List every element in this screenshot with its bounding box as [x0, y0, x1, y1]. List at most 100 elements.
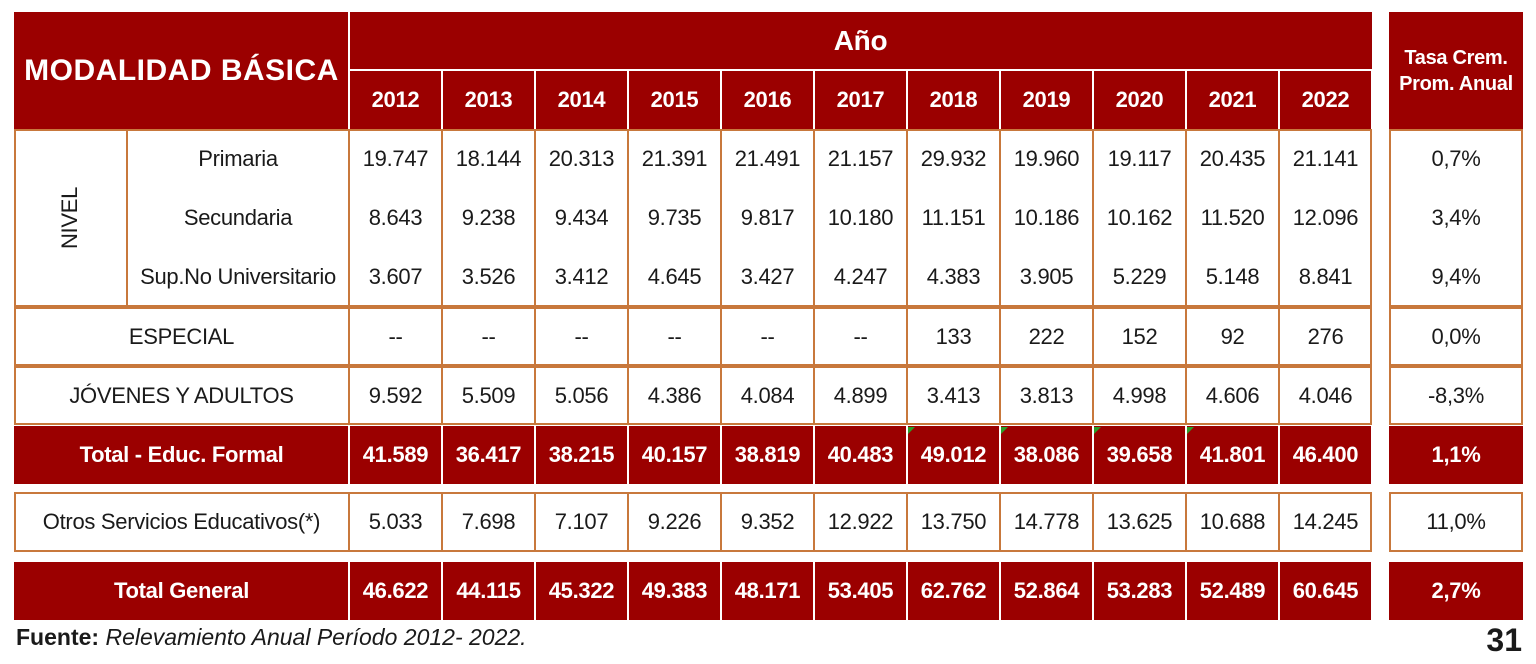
- cell-especial-2016: --: [760, 323, 775, 349]
- column-separator: [906, 129, 908, 307]
- header-col-divider: [348, 12, 350, 129]
- growth-rate-frame-otros: [1389, 492, 1523, 552]
- column-separator: [813, 129, 815, 307]
- total-col-divider: [627, 562, 629, 620]
- total-col-divider: [1185, 426, 1187, 484]
- column-separator: [1092, 492, 1094, 552]
- cell-otros-2016: 9.352: [740, 509, 795, 534]
- total-col-divider: [534, 426, 536, 484]
- growth-rate-especial: 0,0%: [1431, 323, 1481, 349]
- year-header-2016: 2016: [721, 70, 814, 129]
- header-col-divider: [720, 70, 722, 129]
- column-separator: [348, 307, 350, 366]
- cell-sup-2013: 3.526: [461, 263, 516, 289]
- cell-total_formal-2021: 41.801: [1186, 426, 1279, 484]
- cell-primaria-2013: 18.144: [455, 145, 522, 171]
- cell-jovenes-2018: 3.413: [926, 382, 981, 408]
- cell-total_general-2013: 44.115: [442, 562, 535, 620]
- cell-total_general-2017: 53.405: [814, 562, 907, 620]
- growth-rate-jovenes: -8,3%: [1428, 382, 1484, 408]
- cell-sup-2019: 3.905: [1019, 263, 1074, 289]
- cell-total_formal-2015: 40.157: [628, 426, 721, 484]
- year-header-2014: 2014: [535, 70, 628, 129]
- comment-marker-icon: [1187, 427, 1194, 434]
- cell-sup-2012: 3.607: [368, 263, 423, 289]
- growth-rate-total_general: 2,7%: [1389, 562, 1523, 620]
- cell-especial-2019: 222: [1028, 323, 1065, 349]
- cell-especial-2015: --: [667, 323, 682, 349]
- column-separator: [534, 307, 536, 366]
- cell-secundaria-2015: 9.735: [647, 204, 702, 230]
- column-separator: [1278, 366, 1280, 425]
- cell-total_formal-2013: 36.417: [442, 426, 535, 484]
- total-col-divider: [1092, 562, 1094, 620]
- total-col-divider: [441, 426, 443, 484]
- cell-secundaria-2021: 11.520: [1200, 204, 1265, 230]
- cell-otros-2012: 5.033: [368, 509, 423, 534]
- cell-especial-2022: 276: [1307, 323, 1344, 349]
- cell-jovenes-2012: 9.592: [368, 382, 423, 408]
- nivel-block: [14, 129, 1372, 307]
- cell-sup-2014: 3.412: [554, 263, 609, 289]
- cell-especial-2014: --: [574, 323, 589, 349]
- growth-rate-header-line1: Tasa Crem.: [1404, 46, 1508, 69]
- cell-primaria-2019: 19.960: [1013, 145, 1080, 171]
- total-col-divider: [720, 562, 722, 620]
- growth-rate-nivel-block: [1389, 129, 1523, 307]
- total-col-divider: [1092, 426, 1094, 484]
- total-col-divider: [348, 562, 350, 620]
- column-separator: [627, 307, 629, 366]
- column-separator: [720, 366, 722, 425]
- cell-sup-2021: 5.148: [1205, 263, 1260, 289]
- total-col-divider: [1278, 562, 1280, 620]
- header-col-divider: [906, 70, 908, 129]
- column-separator: [627, 366, 629, 425]
- cell-total_general-2021: 52.489: [1186, 562, 1279, 620]
- cell-primaria-2021: 20.435: [1199, 145, 1266, 171]
- header-col-divider: [1278, 70, 1280, 129]
- column-separator: [441, 492, 443, 552]
- cell-jovenes-2013: 5.509: [461, 382, 516, 408]
- year-header-2021: 2021: [1186, 70, 1279, 129]
- cell-sup-2018: 4.383: [926, 263, 981, 289]
- cell-total_general-2019: 52.864: [1000, 562, 1093, 620]
- nivel-label: NIVEL: [57, 186, 83, 250]
- header-col-divider: [534, 70, 536, 129]
- growth-rate-otros: 11,0%: [1426, 509, 1486, 534]
- cell-especial-2017: --: [853, 323, 868, 349]
- column-separator: [720, 129, 722, 307]
- year-header-2022: 2022: [1279, 70, 1372, 129]
- header-col-divider: [1185, 70, 1187, 129]
- cell-otros-2015: 9.226: [647, 509, 702, 534]
- cell-jovenes-2019: 3.813: [1019, 382, 1074, 408]
- cell-otros-2019: 14.778: [1013, 509, 1080, 534]
- cell-total_formal-2022: 46.400: [1279, 426, 1372, 484]
- growth-rate-total_formal: 1,1%: [1389, 426, 1523, 484]
- table-title: MODALIDAD BÁSICA: [14, 12, 349, 129]
- column-separator: [534, 129, 536, 307]
- cell-jovenes-2014: 5.056: [554, 382, 609, 408]
- cell-otros-2017: 12.922: [827, 509, 894, 534]
- total-col-divider: [999, 562, 1001, 620]
- column-separator: [1185, 307, 1187, 366]
- row-frame-jovenes: [14, 366, 1372, 425]
- cell-sup-2015: 4.645: [647, 263, 702, 289]
- column-separator: [126, 129, 128, 307]
- total-col-divider: [627, 426, 629, 484]
- column-separator: [627, 492, 629, 552]
- year-header-2020: 2020: [1093, 70, 1186, 129]
- growth-rate-frame-jovenes: [1389, 366, 1523, 425]
- cell-jovenes-2021: 4.606: [1205, 382, 1260, 408]
- cell-jovenes-2017: 4.899: [833, 382, 888, 408]
- cell-secundaria-2022: 12.096: [1292, 204, 1359, 230]
- column-separator: [1278, 307, 1280, 366]
- cell-total_general-2012: 46.622: [349, 562, 442, 620]
- cell-especial-2013: --: [481, 323, 496, 349]
- column-separator: [1278, 492, 1280, 552]
- column-separator: [441, 307, 443, 366]
- column-separator: [999, 129, 1001, 307]
- cell-jovenes-2015: 4.386: [647, 382, 702, 408]
- row-label-otros: Otros Servicios Educativos(*): [42, 509, 321, 534]
- column-separator: [348, 129, 350, 307]
- column-separator: [1278, 129, 1280, 307]
